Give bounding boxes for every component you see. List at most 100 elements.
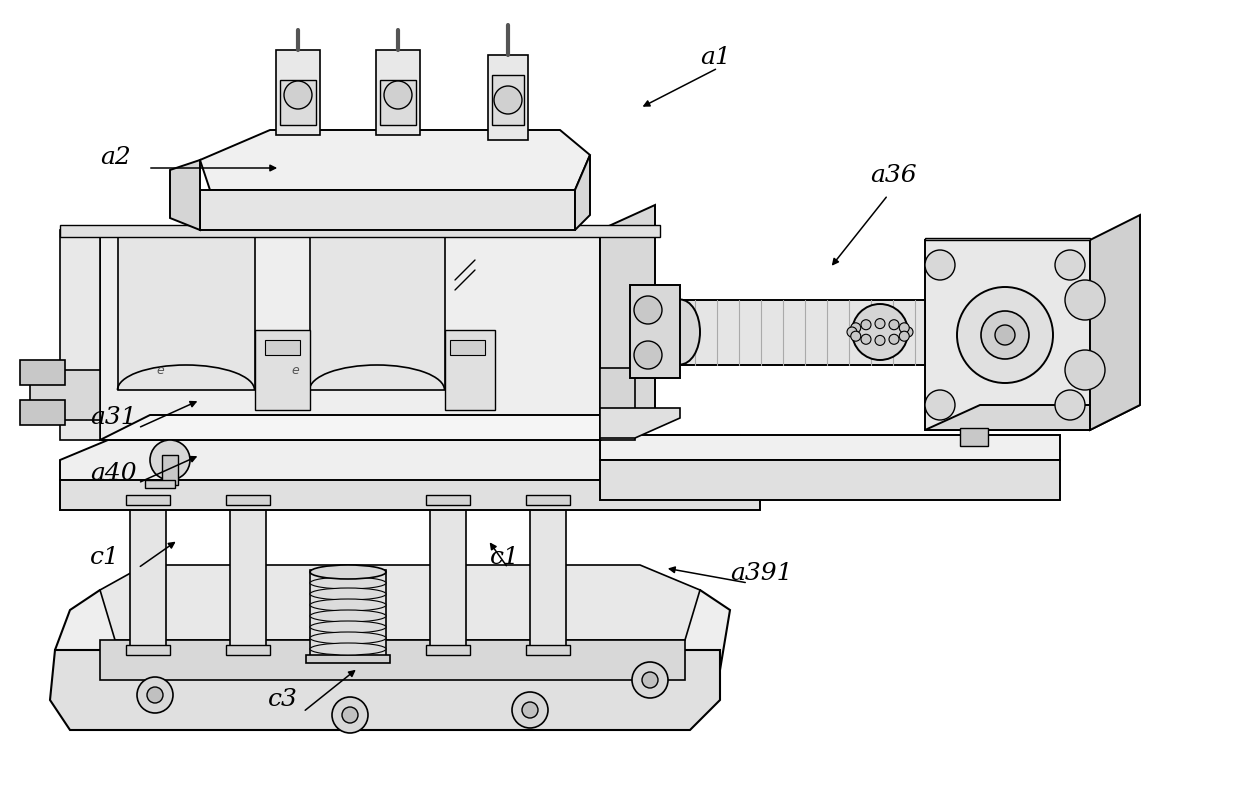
Polygon shape — [960, 428, 988, 446]
Circle shape — [1055, 250, 1085, 280]
Polygon shape — [226, 645, 270, 655]
Circle shape — [899, 331, 909, 341]
Circle shape — [861, 320, 870, 329]
Polygon shape — [430, 500, 466, 650]
Circle shape — [875, 336, 885, 345]
Polygon shape — [1090, 215, 1140, 430]
Polygon shape — [445, 330, 495, 410]
Text: c1: c1 — [490, 547, 520, 570]
Polygon shape — [600, 368, 635, 440]
Circle shape — [925, 250, 955, 280]
Polygon shape — [100, 230, 600, 440]
Circle shape — [903, 327, 913, 337]
Circle shape — [852, 304, 908, 360]
Polygon shape — [680, 300, 925, 365]
Polygon shape — [492, 75, 525, 125]
Text: a2: a2 — [100, 146, 130, 170]
Circle shape — [148, 687, 162, 703]
Circle shape — [384, 81, 412, 109]
Polygon shape — [379, 80, 415, 125]
Circle shape — [994, 325, 1016, 345]
Circle shape — [861, 334, 870, 344]
Text: e: e — [156, 363, 164, 377]
Circle shape — [957, 287, 1053, 383]
Polygon shape — [55, 590, 730, 730]
Polygon shape — [100, 565, 701, 640]
Polygon shape — [489, 55, 528, 140]
Text: a1: a1 — [701, 47, 730, 70]
Ellipse shape — [310, 643, 386, 655]
Circle shape — [1065, 350, 1105, 390]
Circle shape — [981, 311, 1029, 359]
Polygon shape — [100, 415, 655, 440]
Polygon shape — [600, 460, 1060, 500]
Ellipse shape — [310, 621, 386, 633]
Polygon shape — [526, 495, 570, 505]
Circle shape — [899, 323, 909, 333]
Ellipse shape — [660, 299, 701, 364]
Polygon shape — [376, 50, 420, 135]
Polygon shape — [427, 495, 470, 505]
Circle shape — [851, 323, 861, 333]
Circle shape — [634, 296, 662, 324]
Polygon shape — [60, 480, 760, 510]
Circle shape — [1055, 390, 1085, 420]
Polygon shape — [265, 340, 300, 355]
Polygon shape — [60, 230, 100, 440]
Text: a40: a40 — [91, 461, 136, 484]
Circle shape — [284, 81, 312, 109]
Polygon shape — [130, 500, 166, 650]
Polygon shape — [529, 500, 565, 650]
Polygon shape — [255, 330, 310, 410]
Text: c1: c1 — [91, 547, 120, 570]
Text: a36: a36 — [870, 164, 916, 186]
Polygon shape — [126, 495, 170, 505]
Circle shape — [632, 662, 668, 698]
Circle shape — [847, 327, 857, 337]
Polygon shape — [600, 408, 680, 438]
Polygon shape — [118, 235, 255, 390]
Circle shape — [522, 702, 538, 718]
Polygon shape — [226, 495, 270, 505]
Polygon shape — [170, 160, 200, 230]
Polygon shape — [200, 130, 590, 190]
Circle shape — [642, 672, 658, 688]
Polygon shape — [20, 360, 64, 385]
Text: a31: a31 — [91, 407, 136, 430]
Polygon shape — [30, 370, 100, 420]
Ellipse shape — [310, 588, 386, 600]
Circle shape — [136, 677, 174, 713]
Polygon shape — [126, 645, 170, 655]
Polygon shape — [277, 50, 320, 135]
Polygon shape — [925, 238, 1090, 240]
Polygon shape — [450, 340, 485, 355]
Polygon shape — [100, 640, 684, 680]
Polygon shape — [575, 155, 590, 230]
Circle shape — [342, 707, 358, 723]
Polygon shape — [60, 435, 760, 500]
Polygon shape — [310, 570, 386, 660]
Polygon shape — [600, 205, 655, 440]
Polygon shape — [200, 190, 575, 230]
Circle shape — [634, 341, 662, 369]
Polygon shape — [280, 80, 316, 125]
Circle shape — [851, 331, 861, 341]
Circle shape — [1065, 280, 1105, 320]
Circle shape — [332, 697, 368, 733]
Polygon shape — [60, 225, 660, 237]
Circle shape — [150, 440, 190, 480]
Polygon shape — [630, 285, 680, 378]
Ellipse shape — [310, 632, 386, 644]
Polygon shape — [925, 405, 1140, 430]
Polygon shape — [145, 480, 175, 488]
Polygon shape — [162, 455, 179, 485]
Polygon shape — [600, 435, 1060, 460]
Circle shape — [889, 334, 899, 344]
Polygon shape — [50, 650, 720, 730]
Polygon shape — [306, 655, 391, 663]
Polygon shape — [427, 645, 470, 655]
Ellipse shape — [310, 577, 386, 589]
Ellipse shape — [310, 599, 386, 611]
Polygon shape — [20, 400, 64, 425]
Text: a391: a391 — [730, 562, 792, 585]
